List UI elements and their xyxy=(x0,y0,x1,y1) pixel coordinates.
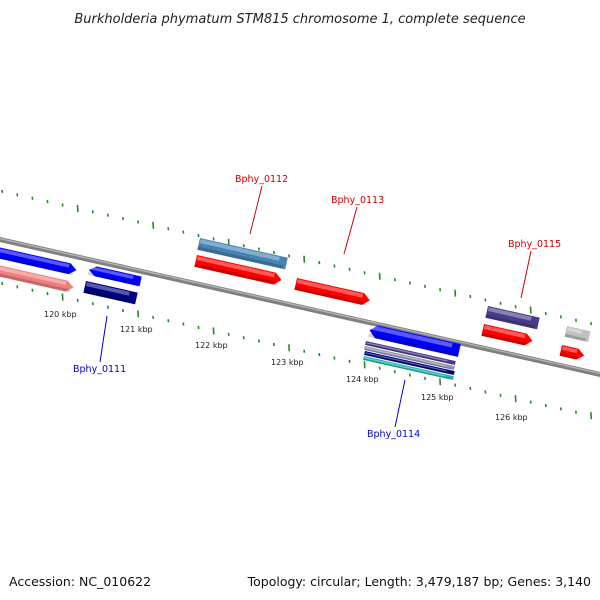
genome-summary-text: Topology: circular; Length: 3,479,187 bp… xyxy=(247,574,591,589)
gene-bphy-0115-shine xyxy=(487,307,532,321)
cds-left-blue-shine xyxy=(0,244,70,268)
kbp-label-122: 122 kbp xyxy=(195,341,228,350)
map-title: Burkholderia phymatum STM815 chromosome … xyxy=(74,12,525,27)
gene-left-pink-shape xyxy=(0,261,74,292)
accession-text: Accession: NC_010622 xyxy=(9,574,151,589)
cds-bphy-0115-shine xyxy=(483,325,526,339)
cds-left-blue xyxy=(0,243,77,275)
cds-bphy-0114-shine xyxy=(370,325,453,348)
gene-bphy-0114-c xyxy=(364,351,455,376)
gene-label-bphy-0111: Bphy_0111 xyxy=(73,364,126,375)
cds-right-red xyxy=(559,345,585,361)
cds-bphy-0112-shape xyxy=(194,255,282,285)
gene-bphy-0114-a xyxy=(365,341,456,366)
kbp-label-124: 124 kbp xyxy=(346,375,379,384)
gene-label-bphy-0112: Bphy_0112 xyxy=(235,174,288,185)
gene-bphy-0115-shade xyxy=(485,314,535,329)
gene-label-bphy-0113: Bphy_0113 xyxy=(331,195,384,206)
gene-bphy-0114-b-shine xyxy=(365,347,447,367)
gene-right-grey xyxy=(564,326,591,342)
kbp-labels: 120 kbp 121 kbp 122 kbp 123 kbp 124 kbp … xyxy=(44,310,528,422)
gene-bphy-0114-d-shape xyxy=(363,356,454,381)
tick-marks xyxy=(1,189,593,420)
gene-left-pink-shine xyxy=(0,262,67,286)
gene-right-grey-shade xyxy=(564,333,586,342)
kbp-label-125: 125 kbp xyxy=(421,393,454,402)
cds-bphy-0114-shape xyxy=(369,325,461,357)
cds-bphy-0112-shine xyxy=(196,256,275,278)
gene-bphy-0111-shape xyxy=(83,281,138,305)
gene-bphy-0111 xyxy=(83,281,138,305)
cds-bphy-0111 xyxy=(87,266,142,287)
cds-bphy-0115-shade xyxy=(481,332,529,347)
kbp-label-126: 126 kbp xyxy=(495,413,528,422)
gene-bphy-0114-d xyxy=(363,356,454,381)
gene-left-pink-shade xyxy=(0,268,70,293)
gene-bphy-0112-shape xyxy=(197,238,288,270)
cds-bphy-0112-shade xyxy=(194,263,279,286)
cds-bphy-0114 xyxy=(368,325,461,357)
cds-bphy-0113 xyxy=(294,278,370,306)
gene-features xyxy=(0,238,591,381)
gene-labels: Bphy_0111 Bphy_0112 Bphy_0113 Bphy_0114 … xyxy=(73,174,561,440)
gene-bphy-0115 xyxy=(485,306,540,330)
gene-bphy-0112 xyxy=(197,238,288,270)
leader-bphy-0112 xyxy=(249,185,263,235)
backbone-line xyxy=(0,237,600,377)
cds-bphy-0113-shade xyxy=(294,286,367,306)
gene-right-grey-shine xyxy=(566,327,583,335)
backbone-highlight xyxy=(0,238,600,374)
gene-bphy-0114-d-shine xyxy=(364,357,446,377)
gene-label-bphy-0114: Bphy_0114 xyxy=(367,429,420,440)
cds-bphy-0114-shade xyxy=(368,333,456,357)
cds-right-red-shade xyxy=(559,352,581,361)
label-leaders xyxy=(99,185,532,428)
gene-left-pink xyxy=(0,261,74,293)
cds-left-blue-shade xyxy=(0,250,73,275)
cds-bphy-0113-shape xyxy=(294,278,370,305)
leader-bphy-0111 xyxy=(99,315,108,363)
gene-bphy-0114-b-shade xyxy=(364,348,452,370)
cds-bphy-0115 xyxy=(481,324,533,347)
cds-right-red-shine xyxy=(561,346,578,354)
kbp-label-121: 121 kbp xyxy=(120,325,153,334)
cds-bphy-0111-shade xyxy=(87,272,138,286)
gene-bphy-0114-c-shade xyxy=(364,353,452,375)
gene-bphy-0115-shape xyxy=(485,306,540,330)
cds-bphy-0111-shape xyxy=(88,266,142,287)
gene-bphy-0111-shade xyxy=(83,289,133,304)
kbp-label-123: 123 kbp xyxy=(271,358,304,367)
gene-bphy-0114-a-shape xyxy=(365,341,456,366)
cds-bphy-0115-shape xyxy=(481,324,533,346)
gene-bphy-0114-c-shine xyxy=(365,352,447,372)
chromosome-backbone xyxy=(0,237,600,377)
gene-bphy-0112-shade xyxy=(197,246,283,269)
gene-bphy-0114-c-shape xyxy=(364,351,455,376)
cds-bphy-0113-shine xyxy=(296,279,364,298)
gene-bphy-0114-a-shade xyxy=(365,343,453,365)
leader-bphy-0113 xyxy=(343,206,358,255)
gene-bphy-0111-shine xyxy=(85,282,130,296)
gene-right-grey-shape xyxy=(564,326,591,342)
gene-bphy-0114-a-shine xyxy=(366,342,448,362)
kbp-label-120: 120 kbp xyxy=(44,310,77,319)
gene-label-bphy-0115: Bphy_0115 xyxy=(508,239,561,250)
leader-bphy-0114 xyxy=(394,379,406,428)
cds-left-blue-shape xyxy=(0,243,77,275)
cds-bphy-0111-shine xyxy=(90,266,134,280)
gene-bphy-0114-d-shade xyxy=(363,358,451,380)
leader-bphy-0115 xyxy=(520,250,532,299)
cds-right-red-shape xyxy=(559,345,585,360)
gene-bphy-0114-b-shape xyxy=(364,346,455,371)
gene-bphy-0114-b xyxy=(364,346,455,371)
cds-bphy-0112 xyxy=(194,255,282,286)
gene-bphy-0112-shine xyxy=(199,239,280,261)
